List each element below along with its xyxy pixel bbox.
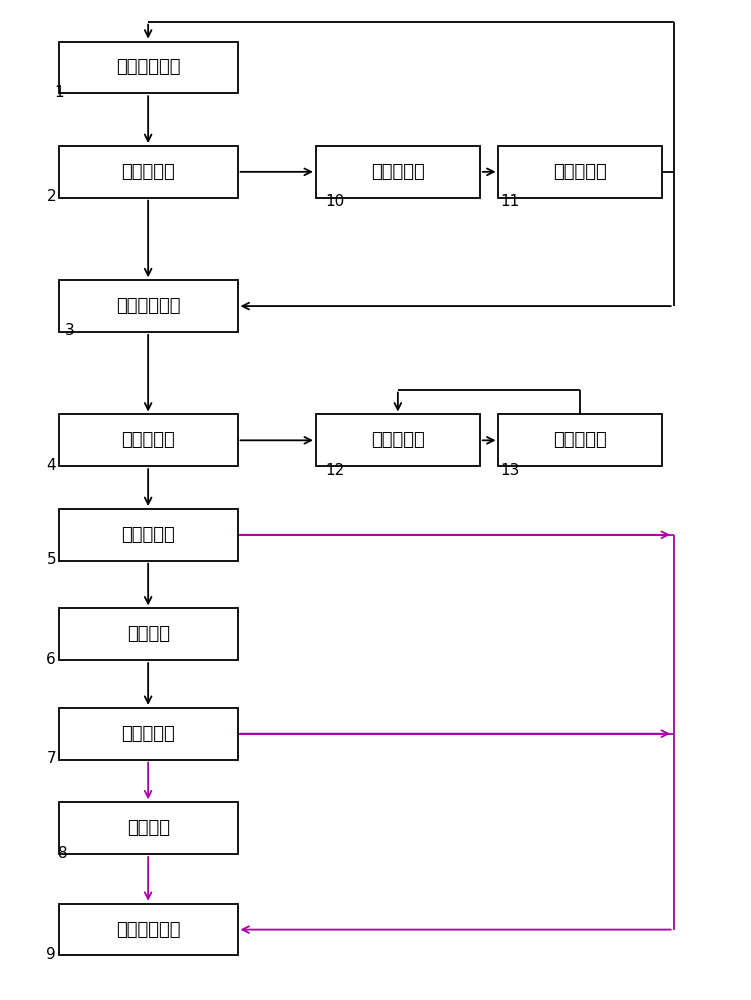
Bar (316, 146, 480, 198)
Text: 判断模块四: 判断模块四 (121, 725, 175, 743)
Bar (59, 42, 237, 93)
Text: 判断模块二: 判断模块二 (121, 431, 175, 449)
Text: 9: 9 (47, 947, 56, 962)
Bar (59, 509, 237, 561)
Bar (59, 280, 237, 332)
Text: 自动唤醒模块: 自动唤醒模块 (116, 58, 180, 76)
Text: 1: 1 (54, 85, 64, 100)
Text: 2: 2 (47, 189, 56, 204)
Text: 12: 12 (325, 463, 344, 478)
Text: 13: 13 (500, 463, 520, 478)
Bar (59, 608, 237, 660)
Bar (59, 414, 237, 466)
Text: 判断模块五: 判断模块五 (553, 163, 608, 181)
Text: 判断模块六: 判断模块六 (553, 431, 608, 449)
Bar (316, 414, 480, 466)
Text: 判断模块三: 判断模块三 (121, 526, 175, 544)
Text: 判断模块一: 判断模块一 (121, 163, 175, 181)
Text: 3: 3 (65, 323, 75, 338)
Text: 7: 7 (47, 751, 56, 766)
Text: 自动休眠模块: 自动休眠模块 (116, 921, 180, 939)
Text: 数据上报模块: 数据上报模块 (116, 297, 180, 315)
Bar (59, 904, 237, 955)
Bar (59, 802, 237, 854)
Text: 重启模块: 重启模块 (127, 819, 170, 837)
Text: 5: 5 (47, 552, 56, 567)
Text: 10: 10 (325, 194, 344, 209)
Bar (499, 146, 662, 198)
Text: 连接模块二: 连接模块二 (371, 431, 425, 449)
Text: 连接模块一: 连接模块一 (371, 163, 425, 181)
Bar (59, 708, 237, 760)
Text: 4: 4 (47, 458, 56, 473)
Bar (59, 146, 237, 198)
Text: 11: 11 (500, 194, 519, 209)
Text: 升级模块: 升级模块 (127, 625, 170, 643)
Bar (499, 414, 662, 466)
Text: 8: 8 (58, 846, 68, 861)
Text: 6: 6 (47, 652, 56, 667)
